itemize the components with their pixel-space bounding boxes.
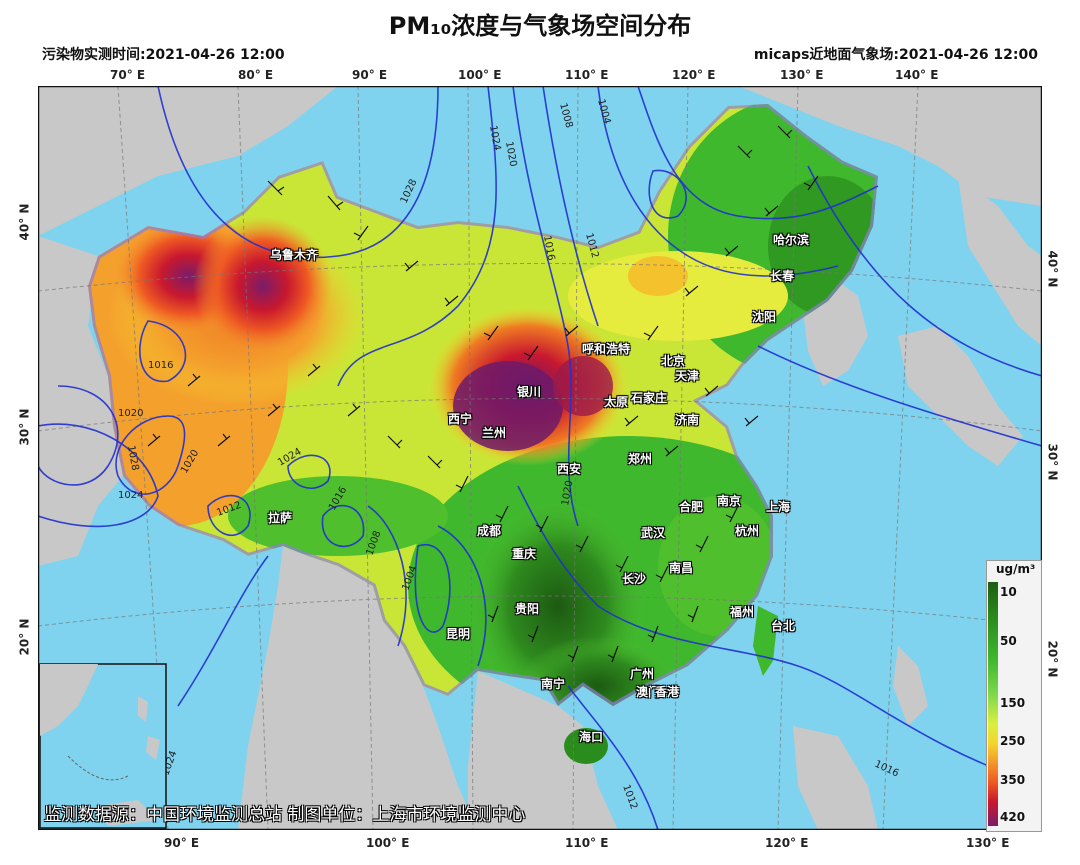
city-label: 成都 — [477, 524, 502, 538]
lon-tick-top: 90° E — [352, 68, 388, 82]
city-label: 太原 — [604, 395, 629, 409]
city-label: 兰州 — [482, 426, 507, 440]
city-label: 南京 — [717, 494, 742, 508]
lat-tick-right: 30° N — [1045, 443, 1060, 481]
city-label: 上海 — [766, 500, 791, 514]
city-label: 哈尔滨 — [773, 233, 810, 247]
isobar-label: 1028 — [125, 445, 140, 472]
city-label: 澳门 — [636, 685, 661, 699]
city-label: 广州 — [630, 667, 655, 681]
city-label: 济南 — [675, 413, 700, 427]
lon-tick-top: 110° E — [565, 68, 609, 82]
city-label: 海口 — [579, 730, 604, 744]
city-label: 银川 — [517, 385, 542, 399]
lat-tick-left: 30° N — [17, 408, 32, 446]
legend-tick: 150 — [1000, 696, 1026, 710]
city-label: 昆明 — [446, 627, 471, 641]
city-label: 香港 — [655, 685, 680, 699]
city-label: 贵阳 — [515, 602, 540, 616]
legend-tick: 350 — [1000, 773, 1026, 787]
city-label: 呼和浩特 — [582, 342, 631, 356]
city-label: 杭州 — [735, 524, 760, 538]
legend-tick: 250 — [1000, 734, 1026, 748]
lat-tick-left: 20° N — [17, 618, 32, 656]
map-credit-footer: 监测数据源：中国环境监测总站 制图单位：上海市环境监测中心 — [44, 805, 526, 825]
lat-tick-left: 40° N — [17, 203, 32, 241]
map-title: PM₁₀浓度与气象场空间分布 — [388, 12, 692, 40]
south-china-sea-inset — [39, 663, 167, 829]
legend-tick: 50 — [1000, 634, 1017, 648]
city-label: 郑州 — [628, 452, 653, 466]
lon-tick-bottom: 110° E — [565, 836, 609, 850]
isobar-label: 1020 — [503, 141, 518, 168]
lon-tick-top: 80° E — [238, 68, 274, 82]
lon-tick-bottom: 90° E — [164, 836, 200, 850]
lon-tick-top: 140° E — [895, 68, 939, 82]
city-label: 乌鲁木齐 — [270, 248, 319, 262]
legend-unit: ug/m³ — [996, 562, 1036, 576]
legend-color-bar — [988, 582, 998, 826]
lat-tick-right: 40° N — [1045, 250, 1060, 288]
city-label: 重庆 — [512, 547, 537, 561]
city-label: 天津 — [675, 369, 700, 383]
isobar-label: 1024 — [118, 490, 143, 501]
lon-tick-top: 120° E — [672, 68, 716, 82]
city-label: 台北 — [771, 619, 796, 633]
isobar-label: 1024 — [487, 125, 502, 152]
isobar-label: 1020 — [118, 408, 143, 419]
lon-tick-bottom: 120° E — [765, 836, 809, 850]
isobar-label: 1016 — [148, 360, 173, 371]
city-label: 福州 — [730, 605, 755, 619]
city-label: 西宁 — [448, 412, 473, 426]
city-label: 拉萨 — [268, 511, 293, 525]
lon-tick-bottom: 130° E — [966, 836, 1010, 850]
observation-time: 污染物实测时间:2021-04-26 12:00 — [42, 47, 285, 63]
city-label: 北京 — [661, 354, 686, 368]
lon-tick-top: 100° E — [458, 68, 502, 82]
lon-tick-top: 70° E — [110, 68, 146, 82]
lon-tick-bottom: 100° E — [366, 836, 410, 850]
meteorology-time: micaps近地面气象场:2021-04-26 12:00 — [753, 47, 1038, 63]
lat-tick-right: 20° N — [1045, 640, 1060, 678]
legend-tick: 10 — [1000, 585, 1017, 599]
pm10-map: 1028 1024 1020 1016 1012 1008 1004 1016 … — [38, 86, 1042, 830]
city-label: 长春 — [770, 269, 795, 283]
city-label: 武汉 — [641, 526, 666, 540]
lon-tick-top: 130° E — [780, 68, 824, 82]
legend-tick: 420 — [1000, 810, 1026, 824]
city-label: 合肥 — [679, 500, 704, 514]
isobar-label: 1016 — [541, 235, 556, 262]
city-label: 长沙 — [622, 572, 647, 586]
isobar-label: 1020 — [560, 480, 575, 507]
city-label: 南昌 — [669, 561, 694, 575]
city-label: 西安 — [557, 462, 582, 476]
city-label: 石家庄 — [631, 391, 668, 405]
city-label: 南宁 — [541, 677, 566, 691]
city-label: 沈阳 — [752, 310, 777, 324]
